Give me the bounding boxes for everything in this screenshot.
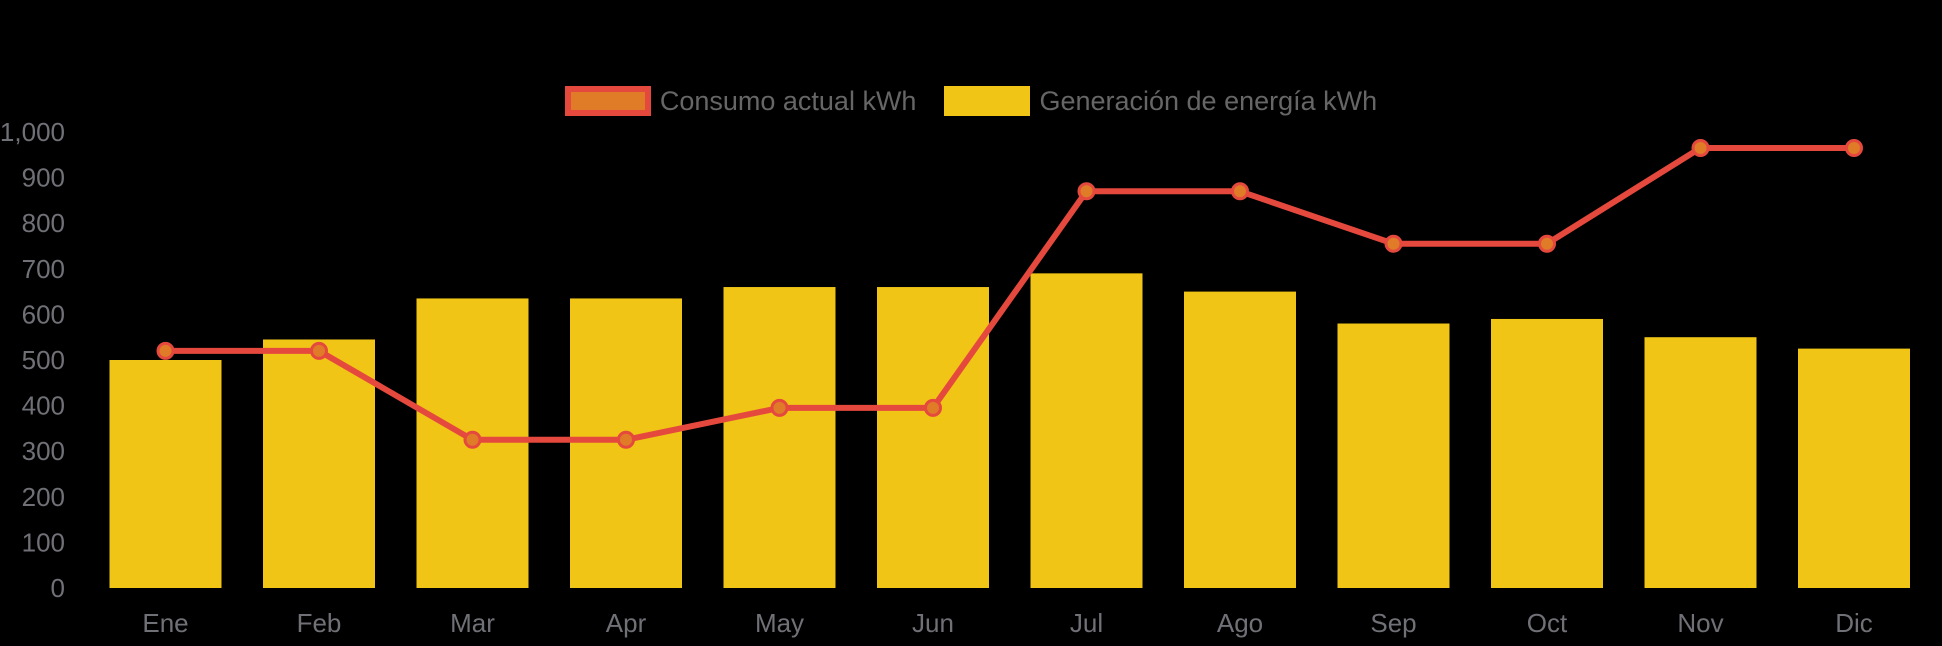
chart-legend: Consumo actual kWh Generación de energía… (0, 86, 1942, 116)
bar-jun[interactable] (877, 287, 989, 588)
y-axis-label-400: 400 (22, 391, 65, 421)
legend-marker-consumo-icon (564, 86, 651, 116)
line-point-ago[interactable] (1231, 182, 1249, 201)
y-axis-label-100: 100 (22, 527, 65, 557)
x-axis-label-oct: Oct (1527, 608, 1568, 638)
bar-ene[interactable] (109, 360, 222, 588)
x-axis-label-jun: Jun (912, 608, 954, 638)
x-axis-label-jul: Jul (1070, 608, 1103, 638)
bar-jul[interactable] (1030, 273, 1143, 588)
y-axis-label-900: 900 (22, 163, 65, 193)
legend-item-generacion[interactable]: Generación de energía kWh (944, 86, 1377, 116)
line-point-feb[interactable] (310, 341, 328, 360)
legend-marker-generacion-icon (944, 86, 1031, 116)
bar-ago[interactable] (1184, 291, 1296, 588)
y-axis-label-300: 300 (22, 436, 65, 466)
bar-nov[interactable] (1644, 337, 1757, 588)
x-axis-label-sep: Sep (1370, 608, 1416, 638)
x-axis-label-ene: Ene (142, 608, 188, 638)
legend-label-consumo: Consumo actual kWh (659, 86, 917, 116)
x-axis-label-mar: Mar (450, 608, 495, 638)
legend-label-generacion: Generación de energía kWh (1039, 86, 1378, 116)
y-axis-label-600: 600 (22, 299, 65, 329)
line-point-mar[interactable] (463, 430, 482, 449)
line-point-may[interactable] (770, 398, 789, 417)
line-point-nov[interactable] (1691, 138, 1710, 157)
y-axis-label-1000: 1,000 (0, 117, 65, 147)
line-point-jul[interactable] (1077, 182, 1096, 201)
y-axis-label-500: 500 (22, 345, 65, 375)
x-axis-label-ago: Ago (1217, 608, 1263, 638)
bar-oct[interactable] (1491, 318, 1603, 588)
bar-dic[interactable] (1798, 348, 1910, 588)
consumo-line (162, 144, 1857, 443)
x-axis-label-apr: Apr (606, 608, 647, 638)
line-point-sep[interactable] (1384, 234, 1403, 253)
bar-sep[interactable] (1337, 323, 1450, 588)
line-point-ene[interactable] (156, 341, 175, 360)
line-point-jun[interactable] (924, 398, 942, 417)
x-axis-label-feb: Feb (297, 608, 342, 638)
x-axis-label-may: May (755, 608, 804, 638)
x-axis-label-dic: Dic (1835, 608, 1873, 638)
x-axis-label-nov: Nov (1677, 608, 1723, 638)
y-axis-label-200: 200 (22, 482, 65, 512)
y-axis-label-800: 800 (22, 208, 65, 238)
bar-may[interactable] (723, 287, 836, 588)
bar-feb[interactable] (263, 339, 375, 588)
line-point-dic[interactable] (1845, 138, 1863, 157)
y-axis-label-0: 0 (51, 573, 65, 603)
legend-item-consumo[interactable]: Consumo actual kWh (564, 86, 917, 116)
line-point-oct[interactable] (1538, 234, 1556, 253)
y-axis-label-700: 700 (22, 254, 65, 284)
line-point-apr[interactable] (617, 430, 635, 449)
